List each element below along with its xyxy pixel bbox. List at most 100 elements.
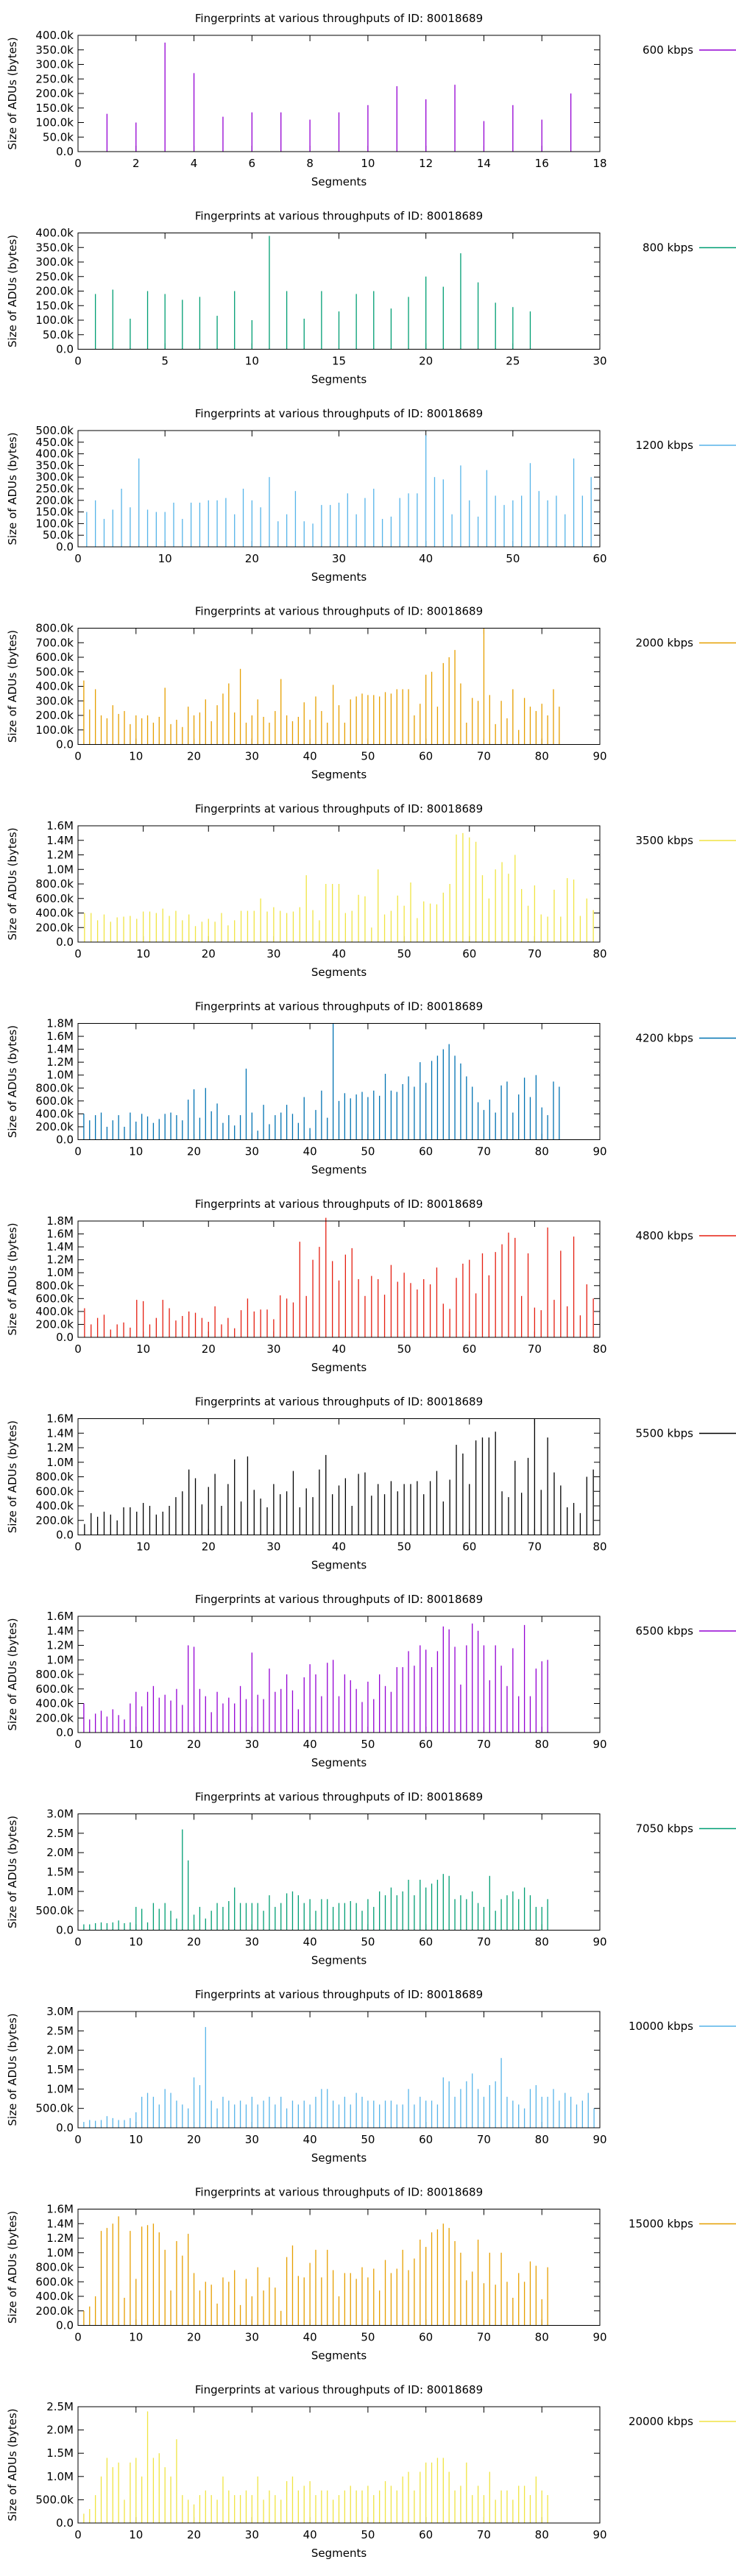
y-tick-label: 100.0k [35,314,74,327]
x-tick-label: 80 [592,1342,606,1356]
x-tick-label: 20 [187,2331,201,2344]
y-tick-label: 350.0k [35,241,74,254]
y-axis-label: Size of ADUs (bytes) [6,235,19,347]
x-tick-label: 4 [191,157,198,170]
x-tick-label: 60 [462,1540,476,1554]
legend-label: 5500 kbps [636,1427,694,1440]
x-tick-label: 60 [419,750,433,763]
x-tick-label: 90 [592,750,606,763]
x-axis-label: Segments [311,2547,367,2560]
x-tick-label: 0 [74,1738,82,1751]
y-tick-label: 50.0k [43,528,74,542]
x-tick-label: 20 [245,552,259,565]
y-tick-label: 800.0k [35,1471,74,1484]
x-axis-label: Segments [311,175,367,188]
x-tick-label: 70 [477,1936,491,1949]
chart-panel-10: Fingerprints at various throughputs of I… [6,1791,736,1967]
y-tick-label: 0.0 [56,1924,74,1937]
y-tick-label: 150.0k [35,299,74,312]
x-tick-label: 40 [303,750,317,763]
x-tick-label: 20 [187,750,201,763]
y-tick-label: 100.0k [35,723,74,737]
chart-panel-7: Fingerprints at various throughputs of I… [6,1197,736,1374]
chart-title: Fingerprints at various throughputs of I… [195,605,483,618]
x-tick-label: 20 [187,1936,201,1949]
x-tick-label: 50 [361,1145,375,1158]
x-tick-label: 70 [528,1540,542,1554]
x-tick-label: 80 [535,750,549,763]
y-tick-label: 400.0k [35,1107,74,1120]
x-tick-label: 10 [129,1936,143,1949]
y-tick-label: 300.0k [35,58,74,71]
legend-label: 800 kbps [643,241,693,255]
x-tick-label: 12 [419,157,433,170]
x-tick-label: 25 [506,355,520,368]
x-axis-label: Segments [311,373,367,386]
chart-title: Fingerprints at various throughputs of I… [195,2383,483,2396]
y-axis-label: Size of ADUs (bytes) [6,2408,19,2521]
legend-label: 2000 kbps [636,637,694,650]
x-tick-label: 80 [535,2331,549,2344]
plot-frame [77,2209,601,2326]
y-tick-label: 100.0k [35,517,74,530]
x-tick-label: 80 [535,1145,549,1158]
chart-title: Fingerprints at various throughputs of I… [195,802,483,815]
y-tick-label: 500.0k [35,2102,74,2115]
x-tick-label: 30 [266,1540,280,1554]
x-tick-label: 10 [136,1540,150,1554]
legend-label: 20000 kbps [629,2415,693,2428]
y-axis-label: Size of ADUs (bytes) [6,1025,19,1138]
y-tick-label: 400.0k [35,680,74,693]
x-tick-label: 30 [245,1936,259,1949]
chart-title: Fingerprints at various throughputs of I… [195,1791,483,1804]
x-tick-label: 14 [477,157,491,170]
y-tick-label: 0.0 [56,2516,74,2530]
plot-frame [77,1814,601,1931]
y-tick-label: 1.2M [46,1253,74,1267]
x-axis-label: Segments [311,1361,367,1374]
x-tick-label: 80 [535,1738,549,1751]
x-tick-label: 80 [592,1540,606,1554]
x-tick-label: 8 [306,157,314,170]
legend-label: 4200 kbps [636,1032,694,1045]
y-tick-label: 800.0k [35,622,74,635]
x-tick-label: 0 [74,1540,82,1554]
x-tick-label: 20 [187,1145,201,1158]
x-axis-label: Segments [311,768,367,782]
x-tick-label: 40 [303,1145,317,1158]
x-tick-label: 50 [397,1540,411,1554]
y-tick-label: 200.0k [35,1514,74,1527]
y-tick-label: 600.0k [35,2275,74,2288]
y-axis-label: Size of ADUs (bytes) [6,1420,19,1533]
x-tick-label: 20 [202,1540,216,1554]
chart-title: Fingerprints at various throughputs of I… [195,1988,483,2001]
y-tick-label: 1.0M [46,1456,74,1469]
y-tick-label: 200.0k [35,87,74,100]
y-tick-label: 1.0M [46,1885,74,1898]
x-tick-label: 90 [592,1936,606,1949]
x-axis-label: Segments [311,966,367,979]
chart-panel-11: Fingerprints at various throughputs of I… [6,1988,736,2165]
x-tick-label: 10 [136,1342,150,1356]
chart-title: Fingerprints at various throughputs of I… [195,1395,483,1409]
legend-label: 4800 kbps [636,1229,694,1242]
x-tick-label: 30 [245,2528,259,2541]
chart-panel-6: Fingerprints at various throughputs of I… [6,1000,736,1177]
y-tick-label: 1.0M [46,1266,74,1279]
y-axis-label: Size of ADUs (bytes) [6,37,19,149]
x-tick-label: 15 [332,355,346,368]
y-tick-label: 200.0k [35,1120,74,1133]
x-tick-label: 30 [592,355,606,368]
x-tick-label: 2 [132,157,140,170]
x-tick-label: 0 [74,355,82,368]
y-tick-label: 300.0k [35,470,74,484]
y-tick-label: 350.0k [35,43,74,57]
x-tick-label: 0 [74,750,82,763]
plot-frame [77,1023,601,1140]
x-tick-label: 60 [419,2331,433,2344]
x-tick-label: 70 [528,1342,542,1356]
x-tick-label: 18 [592,157,606,170]
y-tick-label: 700.0k [35,636,74,649]
y-tick-label: 400.0k [35,29,74,42]
y-tick-label: 800.0k [35,2261,74,2274]
